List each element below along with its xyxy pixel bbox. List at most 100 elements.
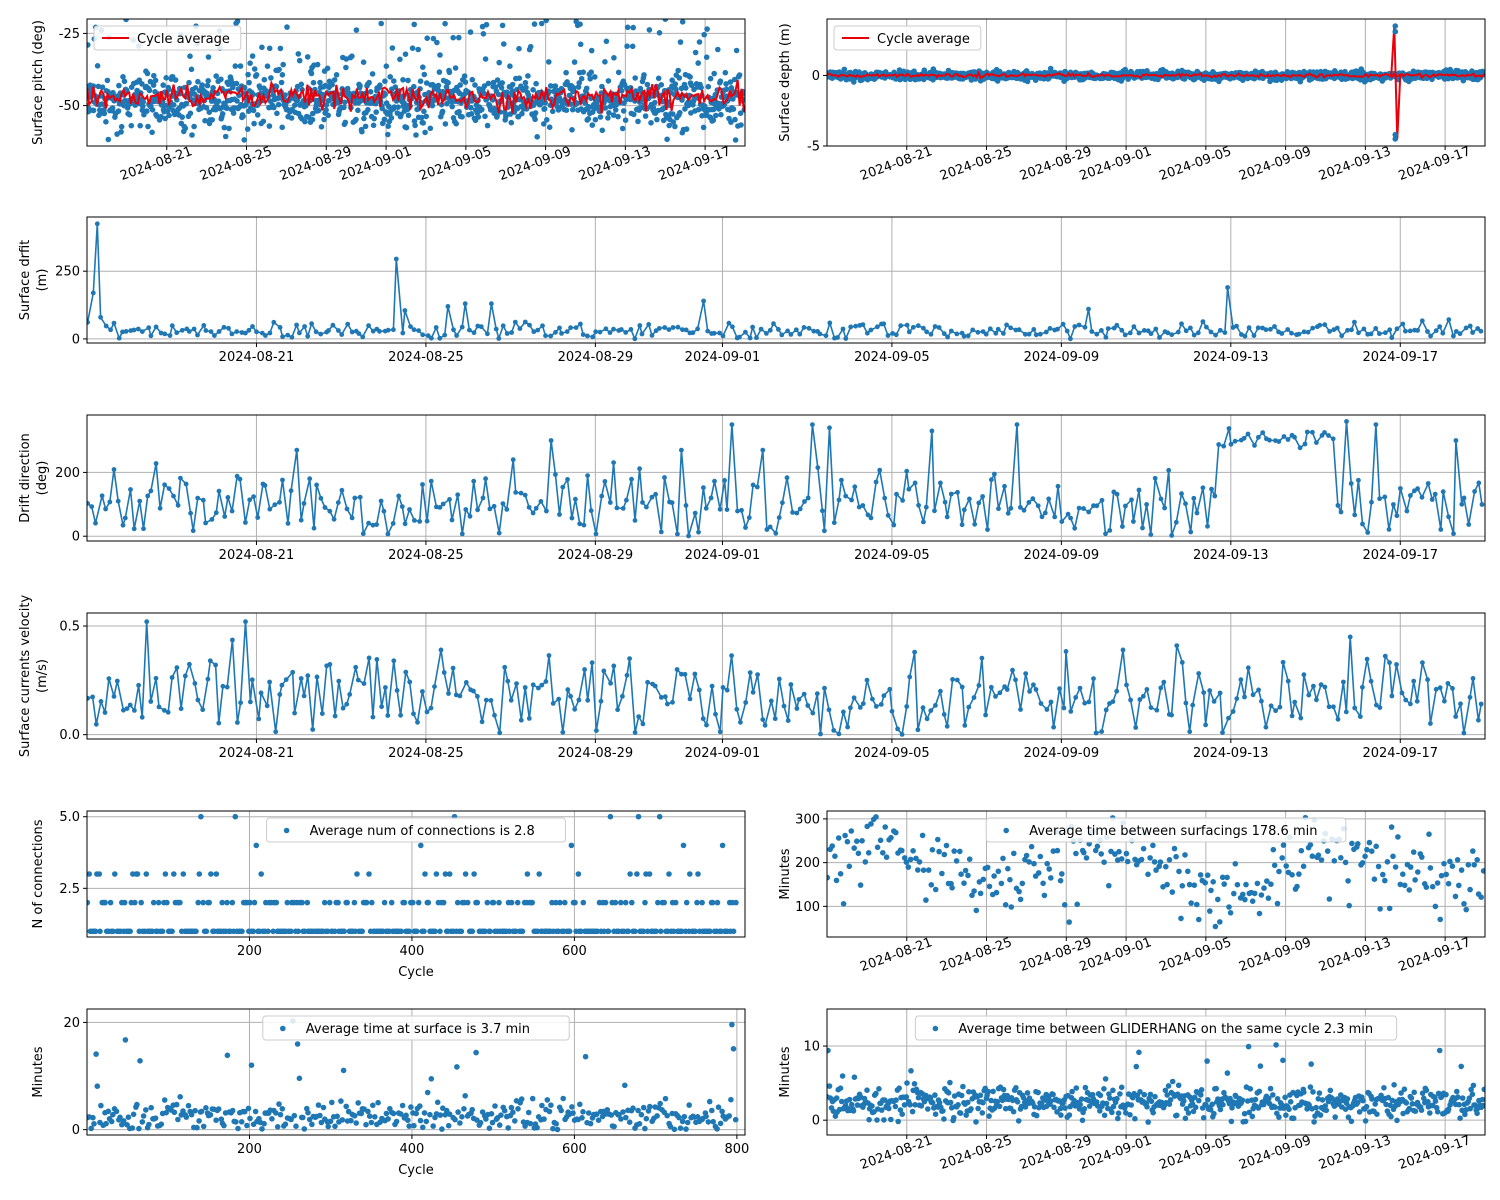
data-point	[92, 928, 99, 935]
data-point	[275, 101, 282, 108]
data-point	[1305, 329, 1311, 335]
data-point	[1178, 915, 1184, 922]
data-point	[398, 712, 403, 718]
data-point	[332, 928, 338, 935]
data-point	[701, 485, 706, 491]
data-point	[482, 928, 488, 935]
data-point	[530, 682, 536, 688]
data-point	[1160, 884, 1166, 890]
data-point	[163, 1109, 169, 1116]
data-point	[260, 118, 267, 125]
data-point	[677, 39, 684, 45]
data-point	[916, 502, 921, 508]
data-point	[1454, 857, 1461, 863]
data-point	[190, 528, 196, 534]
data-point	[219, 111, 226, 117]
data-point	[469, 1106, 476, 1113]
data-point	[722, 69, 729, 76]
data-point	[512, 1118, 518, 1124]
data-point	[1471, 862, 1477, 868]
data-point	[499, 80, 506, 86]
data-point	[302, 118, 308, 125]
data-point	[540, 323, 545, 329]
data-point	[1482, 69, 1485, 75]
data-point	[636, 1121, 643, 1127]
data-point	[413, 132, 419, 138]
data-point	[259, 44, 265, 51]
data-point	[283, 677, 289, 682]
data-point	[1099, 729, 1105, 734]
data-point	[106, 676, 112, 681]
data-point	[747, 670, 753, 675]
data-point	[1268, 326, 1273, 332]
data-point	[210, 85, 216, 91]
series-markers	[87, 419, 1485, 539]
y-axis-label: Surface currents velocity	[18, 595, 33, 758]
data-point	[162, 482, 168, 488]
data-point	[237, 63, 244, 69]
plot-area-connections	[87, 813, 739, 935]
x-tick-label: 2024-08-21	[219, 350, 295, 365]
data-point	[327, 662, 333, 667]
data-point	[1166, 857, 1173, 863]
data-point	[439, 108, 446, 115]
data-point	[332, 1123, 338, 1130]
axes-frame	[86, 1008, 746, 1136]
y-axis-label: Surface depth (m)	[778, 23, 793, 141]
data-point	[332, 713, 338, 719]
data-point	[569, 515, 575, 521]
data-point	[611, 55, 617, 61]
data-point	[534, 134, 540, 140]
data-point	[510, 457, 516, 463]
data-point	[320, 1104, 327, 1111]
data-point	[1432, 903, 1439, 910]
data-point	[141, 526, 146, 532]
data-point	[1314, 440, 1319, 445]
data-point	[411, 83, 417, 90]
data-point	[1412, 877, 1418, 883]
data-point	[459, 324, 465, 330]
data-point	[353, 116, 359, 123]
data-point	[370, 1102, 376, 1109]
data-point	[110, 1111, 116, 1118]
data-point	[615, 69, 622, 76]
data-point	[845, 724, 850, 730]
data-point	[932, 508, 937, 514]
data-point	[616, 1111, 622, 1118]
data-point	[182, 673, 188, 679]
data-point	[1264, 878, 1270, 884]
data-point	[1076, 322, 1082, 328]
data-point	[1047, 65, 1054, 72]
data-point	[1437, 916, 1443, 923]
data-point	[559, 331, 564, 336]
data-point	[1162, 505, 1167, 511]
data-point	[662, 1095, 669, 1102]
data-point	[976, 500, 982, 506]
data-point	[292, 710, 297, 716]
data-point	[893, 332, 899, 338]
data-point	[480, 495, 486, 501]
data-point	[300, 1114, 306, 1121]
data-point	[1383, 330, 1388, 336]
data-point	[794, 706, 800, 711]
data-point	[585, 333, 590, 339]
data-point	[622, 1082, 628, 1089]
data-point	[381, 508, 387, 514]
data-point	[604, 1107, 611, 1113]
data-point	[301, 1126, 308, 1132]
data-point	[550, 701, 556, 706]
y-tick-label: 0	[72, 332, 80, 347]
data-point	[883, 854, 890, 860]
data-point	[677, 1125, 684, 1131]
data-point	[669, 77, 675, 83]
data-point	[488, 1111, 495, 1117]
data-point	[1021, 507, 1027, 513]
data-point	[933, 703, 938, 708]
data-point	[90, 1114, 96, 1121]
data-point	[1136, 330, 1142, 336]
data-point	[1475, 326, 1481, 331]
data-point	[105, 136, 112, 143]
data-point	[1380, 871, 1386, 878]
